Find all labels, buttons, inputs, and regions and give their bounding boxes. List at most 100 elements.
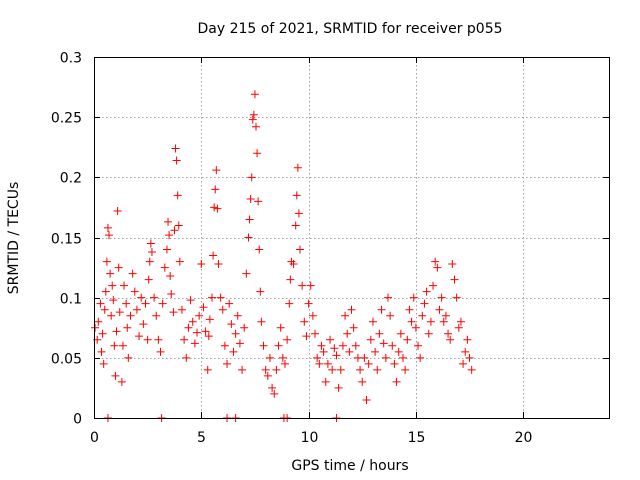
data-point [366, 335, 375, 344]
data-point [245, 215, 254, 224]
data-point [110, 341, 119, 350]
data-point [426, 317, 435, 326]
grid-lines [94, 57, 609, 418]
data-point [197, 259, 206, 268]
data-point [411, 323, 420, 332]
data-point [338, 341, 347, 350]
data-point [351, 341, 360, 350]
data-point [452, 293, 461, 302]
data-point [424, 329, 433, 338]
data-point [270, 389, 279, 398]
data-point [308, 311, 317, 320]
x-tick-label: 20 [515, 430, 533, 446]
data-point [246, 194, 255, 203]
data-point [126, 311, 135, 320]
data-point [103, 223, 112, 232]
data-point [407, 317, 416, 326]
data-point [422, 287, 431, 296]
data-point [184, 323, 193, 332]
data-point [313, 353, 322, 362]
data-point [97, 347, 106, 356]
data-point [108, 281, 117, 290]
data-point [323, 359, 332, 368]
data-point [213, 204, 222, 213]
y-tick-label: 0.1 [60, 292, 82, 308]
data-point [280, 359, 289, 368]
data-point [437, 293, 446, 302]
data-point [156, 347, 165, 356]
data-point [431, 257, 440, 266]
data-point [158, 299, 167, 308]
data-point [332, 351, 341, 360]
data-point [292, 191, 301, 200]
data-point [300, 317, 309, 326]
data-point [368, 317, 377, 326]
data-point [188, 317, 197, 326]
data-point [166, 272, 175, 281]
data-point [439, 317, 448, 326]
data-point [172, 156, 181, 165]
data-point [212, 166, 221, 175]
data-point [210, 203, 219, 212]
x-tick-label: 10 [301, 430, 319, 446]
data-point [388, 341, 397, 350]
data-point [242, 269, 251, 278]
data-point [132, 305, 141, 314]
data-point [208, 293, 217, 302]
data-point [306, 281, 315, 290]
data-point [112, 327, 121, 336]
data-point [311, 329, 320, 338]
data-point [375, 329, 384, 338]
data-point [231, 329, 240, 338]
data-point [461, 347, 470, 356]
data-point [169, 308, 178, 317]
data-point [114, 263, 123, 272]
data-point [360, 353, 369, 362]
data-point [150, 293, 159, 302]
data-point [160, 263, 169, 272]
data-point [293, 163, 302, 172]
data-point [390, 359, 399, 368]
data-point [256, 287, 265, 296]
data-point [467, 365, 476, 374]
data-point [298, 281, 307, 290]
data-point [254, 197, 263, 206]
data-point [252, 122, 261, 131]
x-tick-label: 0 [90, 430, 99, 446]
data-point [139, 320, 148, 329]
data-point [209, 251, 218, 260]
data-point [130, 287, 139, 296]
data-point [147, 247, 156, 256]
data-point [99, 359, 108, 368]
data-point [405, 305, 414, 314]
data-point [463, 335, 472, 344]
data-point [233, 311, 242, 320]
data-point [341, 311, 350, 320]
data-point [102, 257, 111, 266]
data-point [319, 347, 328, 356]
data-point [244, 233, 253, 242]
data-point [418, 311, 427, 320]
data-point [444, 329, 453, 338]
data-point [326, 335, 335, 344]
data-point [109, 296, 118, 305]
data-point [257, 317, 266, 326]
data-point [98, 329, 107, 338]
y-axis-label: SRMTID / TECUs [6, 182, 22, 295]
data-point [175, 257, 184, 266]
data-point [100, 305, 109, 314]
data-point [429, 281, 438, 290]
data-point [450, 275, 459, 284]
data-point [180, 335, 189, 344]
data-point [343, 329, 352, 338]
data-point [386, 311, 395, 320]
data-point [105, 231, 114, 240]
x-tick-label: 5 [197, 430, 206, 446]
data-point [91, 323, 100, 332]
data-point [379, 339, 388, 348]
data-point [394, 347, 403, 356]
data-point [465, 353, 474, 362]
data-point [146, 239, 155, 248]
data-point [145, 257, 154, 266]
data-point [274, 341, 283, 350]
